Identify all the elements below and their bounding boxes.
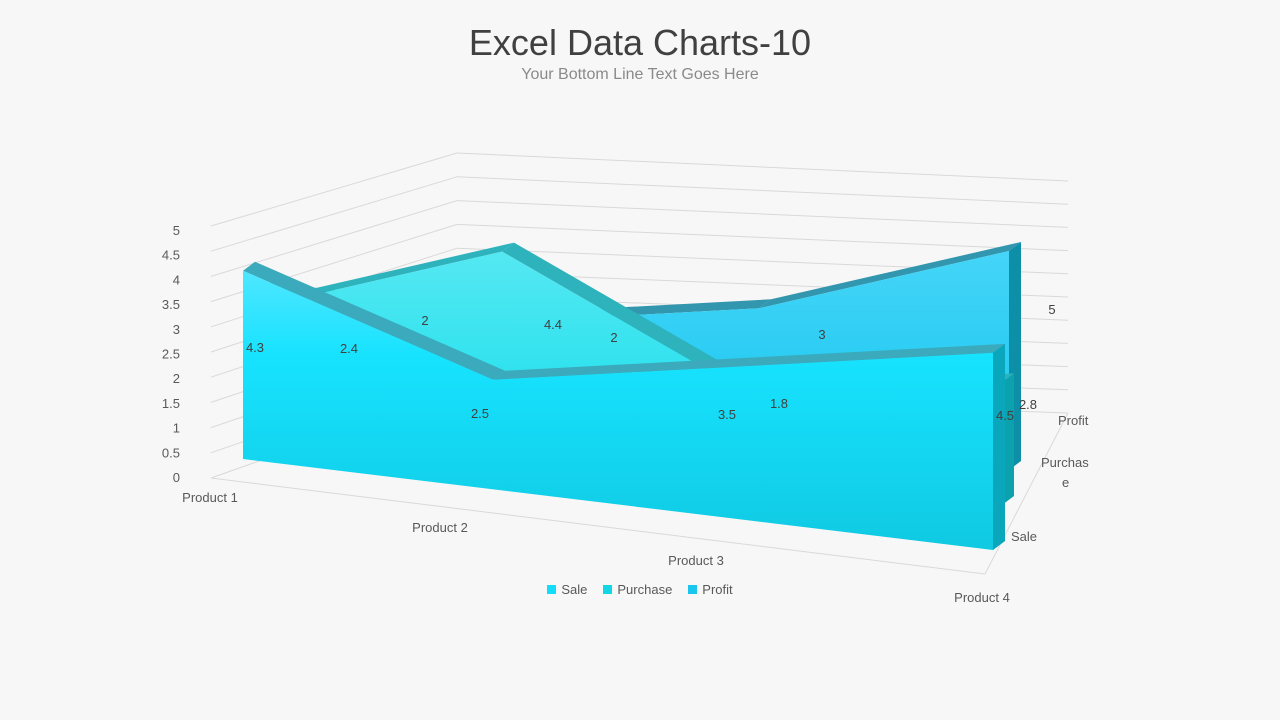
series-axis-label: Sale: [1011, 529, 1037, 544]
legend-label-profit: Profit: [702, 582, 733, 597]
legend-label-purchase: Purchase: [617, 582, 673, 597]
area-top-sale: [493, 357, 755, 380]
legend-item-profit[interactable]: Profit: [688, 582, 733, 597]
legend-item-purchase[interactable]: Purchase: [603, 582, 672, 597]
data-labels: 4.3 2.5 3.5 4.5 2.4 4.4 1.8 2.8 2 2 3 5: [246, 302, 1056, 423]
y-tick-label: 2: [173, 371, 180, 386]
legend-item-sale[interactable]: Sale: [547, 582, 587, 597]
gridline-back: [456, 176, 1069, 205]
area-top-profit: [759, 242, 1021, 309]
gridline-back: [456, 200, 1069, 228]
y-tick-label: 4.5: [162, 248, 180, 263]
x-tick-label: Product 3: [668, 553, 724, 568]
gridline-left: [210, 176, 458, 252]
depth-baseline: [984, 412, 1069, 575]
x-tick-label: Product 1: [182, 490, 238, 505]
gridline-back: [456, 223, 1069, 252]
data-label: 4.4: [544, 317, 562, 332]
series-sale: [243, 261, 1005, 550]
area-top-sale: [243, 261, 505, 380]
chart-legend: Sale Purchase Profit: [0, 582, 1280, 597]
y-tick-label: 3.5: [162, 297, 180, 312]
data-label: 4.5: [996, 408, 1014, 423]
data-label: 2.5: [471, 406, 489, 421]
legend-swatch-profit: [688, 585, 698, 594]
y-tick-label: 0.5: [162, 445, 180, 460]
x-tick-label: Product 4: [954, 590, 1010, 605]
data-label: 3.5: [718, 407, 736, 422]
gridline-left: [210, 200, 458, 277]
gridline-back: [456, 152, 1069, 182]
y-tick-label: 0: [173, 470, 180, 485]
y-tick-label: 3: [173, 322, 180, 337]
x-tick-label: Product 2: [412, 520, 468, 535]
series-areas: [243, 242, 1021, 550]
data-label: 2: [610, 330, 617, 345]
data-label: 2.4: [340, 341, 358, 356]
data-label: 5: [1048, 302, 1055, 317]
legend-label-sale: Sale: [561, 582, 588, 597]
area-side-sale: [993, 343, 1005, 550]
y-tick-label: 5: [173, 223, 180, 238]
axis-baseline: [210, 477, 986, 575]
data-label: 3: [818, 327, 825, 342]
data-label: 1.8: [770, 396, 788, 411]
area-sale: [243, 270, 993, 550]
data-label: 2.8: [1019, 397, 1037, 412]
area-top-sale: [743, 343, 1005, 367]
y-tick-label: 1: [173, 421, 180, 436]
data-label: 2: [421, 313, 428, 328]
y-tick-label: 1.5: [162, 396, 180, 411]
series-axis-label: Profit: [1058, 413, 1089, 428]
series-axis-label: Purchas e: [1041, 455, 1089, 490]
area-top-purchase: [502, 242, 764, 396]
chart-title: Excel Data Charts-10: [468, 22, 812, 63]
legend-swatch-purchase: [603, 585, 613, 594]
gridline-left: [210, 152, 458, 227]
y-tick-label: 4: [173, 272, 180, 287]
legend-swatch-sale: [547, 585, 557, 594]
y-tick-label: 2.5: [162, 347, 180, 362]
data-label: 4.3: [246, 340, 264, 355]
chart-subtitle: Your Bottom Line Text Goes Here: [521, 66, 759, 83]
axis-labels: 0 0.5 1 1.5 2 2.5 3 3.5 4 4.5 5 Product 1 Product 2 P…: [162, 223, 1089, 605]
